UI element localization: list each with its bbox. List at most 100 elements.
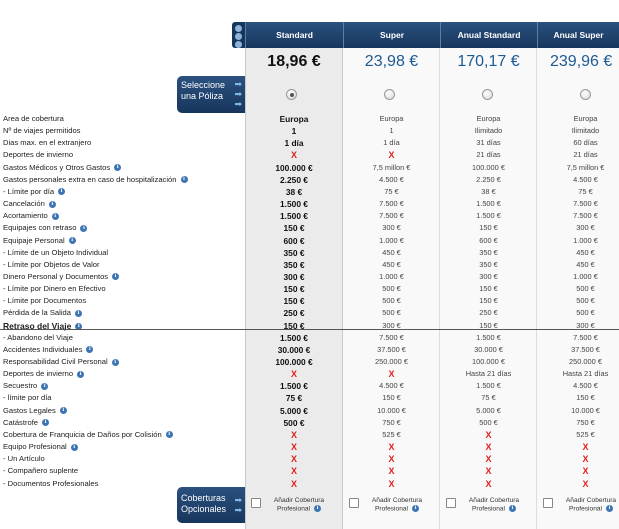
row-label: Deportes de invierno bbox=[3, 149, 73, 161]
optional-text: Profesional bbox=[277, 505, 310, 513]
info-icon[interactable]: i bbox=[41, 382, 49, 390]
info-icon[interactable]: i bbox=[42, 419, 50, 427]
info-icon[interactable]: i bbox=[412, 505, 419, 512]
tab-super[interactable]: Super bbox=[343, 22, 440, 48]
cell-super: 4.500 € bbox=[379, 174, 404, 184]
select-policy-button[interactable]: Seleccione una Póliza ➡ ➡ ➡ bbox=[177, 76, 245, 113]
cell-anual-super: 7.500 € bbox=[573, 211, 598, 221]
info-icon[interactable]: i bbox=[111, 358, 119, 366]
info-icon[interactable]: i bbox=[80, 224, 88, 232]
info-icon[interactable]: i bbox=[165, 431, 173, 439]
info-icon[interactable]: i bbox=[606, 505, 613, 512]
table-row: - Límite por Objetos de Valor 350 € 450 € 3… bbox=[0, 259, 619, 271]
cell-standard: 250 € bbox=[283, 308, 305, 319]
row-label-text: Deportes de invierno bbox=[3, 150, 74, 160]
optional-coverage-button[interactable]: Coberturas Opcionales ➡ ➡ bbox=[177, 487, 245, 523]
info-icon[interactable]: i bbox=[114, 164, 122, 172]
cell-super: 300 € bbox=[382, 320, 401, 330]
tab-anual-standard[interactable]: Anual Standard bbox=[440, 22, 537, 48]
info-icon[interactable]: i bbox=[58, 188, 66, 196]
cell-standard: 1.500 € bbox=[280, 199, 308, 210]
table-row: Deportes de invierno i X X Hasta 21 días Hast… bbox=[0, 368, 619, 380]
cell-standard: X bbox=[290, 466, 297, 477]
table-row: - límite por día 75 € 150 € 75 € 150 € bbox=[0, 392, 619, 404]
cell-anual-standard: 150 € bbox=[479, 223, 498, 233]
radio-standard[interactable] bbox=[286, 89, 297, 100]
table-row: - Documentos Profesionales X X X X bbox=[0, 478, 619, 490]
cell-standard: X bbox=[290, 369, 297, 380]
info-icon[interactable]: i bbox=[74, 309, 82, 317]
info-icon[interactable]: i bbox=[59, 407, 67, 415]
cell-super: Europa bbox=[379, 114, 404, 123]
cell-standard: 1 día bbox=[284, 138, 304, 149]
info-icon[interactable]: i bbox=[314, 505, 321, 512]
cell-anual-super: 75 € bbox=[578, 186, 593, 196]
dot-icon[interactable] bbox=[235, 41, 242, 48]
table-row: Gastos Legales i 5.000 € 10.000 € 5.000 € 10.… bbox=[0, 405, 619, 417]
optional-professional-standard: Añadir Cobertura Profesional i bbox=[245, 496, 343, 516]
radio-super[interactable] bbox=[384, 89, 395, 100]
table-row: Acortamiento i 1.500 € 7.500 € 1.500 € 7.500 … bbox=[0, 210, 619, 222]
row-label: Equipo Profesional i bbox=[3, 441, 78, 453]
cell-super: 7.500 € bbox=[379, 332, 404, 342]
info-icon[interactable]: i bbox=[112, 273, 120, 281]
row-label: - Un Artículo bbox=[3, 453, 45, 465]
cell-anual-super: 500 € bbox=[576, 296, 595, 306]
optional-text: Profesional bbox=[375, 505, 408, 513]
info-icon[interactable]: i bbox=[75, 322, 83, 330]
cell-anual-standard: 5.000 € bbox=[476, 405, 501, 415]
row-label-text: Acortamiento bbox=[3, 211, 48, 221]
row-label-text: - Límite por día bbox=[3, 186, 55, 196]
tab-anual-super[interactable]: Anual Super bbox=[537, 22, 619, 48]
radio-anual-super[interactable] bbox=[580, 89, 591, 100]
table-row: Gastos Médicos y Otros Gastos i 100.000 € 7… bbox=[0, 162, 619, 174]
info-icon[interactable]: i bbox=[48, 200, 56, 208]
info-icon[interactable]: i bbox=[509, 505, 516, 512]
checkbox[interactable] bbox=[349, 498, 359, 508]
tab-standard[interactable]: Standard bbox=[245, 22, 343, 48]
cell-anual-super: 150 € bbox=[576, 393, 595, 403]
row-label-text: Pérdida de la Salida bbox=[3, 308, 71, 318]
info-icon[interactable]: i bbox=[86, 346, 94, 354]
checkbox[interactable] bbox=[543, 498, 553, 508]
cell-super: 7.500 € bbox=[379, 199, 404, 209]
cell-standard: 350 € bbox=[283, 259, 305, 270]
info-icon[interactable]: i bbox=[180, 176, 188, 184]
table-row: Equipo Profesional i X X X X bbox=[0, 441, 619, 453]
checkbox[interactable] bbox=[446, 498, 456, 508]
row-label: - Abandono del Viaje bbox=[3, 332, 73, 344]
info-icon[interactable]: i bbox=[77, 370, 85, 378]
cell-standard: 1.500 € bbox=[280, 332, 308, 343]
radio-anual-standard[interactable] bbox=[482, 89, 493, 100]
cell-anual-super: 300 € bbox=[576, 320, 595, 330]
cell-super: X bbox=[388, 369, 395, 380]
cell-standard: 1.500 € bbox=[280, 381, 308, 392]
cell-anual-standard: 31 días bbox=[476, 138, 501, 148]
dot-icon[interactable] bbox=[235, 25, 242, 32]
carousel-control[interactable] bbox=[232, 22, 245, 48]
info-icon[interactable]: i bbox=[51, 212, 59, 220]
cell-anual-super: 500 € bbox=[576, 308, 595, 318]
cell-standard: 75 € bbox=[285, 393, 303, 404]
cell-standard: X bbox=[290, 150, 297, 161]
row-label-text: - Un Artículo bbox=[3, 454, 45, 464]
cell-anual-super: 60 días bbox=[573, 138, 598, 148]
cell-standard: 2.250 € bbox=[280, 174, 308, 185]
info-icon[interactable]: i bbox=[70, 443, 78, 451]
checkbox[interactable] bbox=[251, 498, 261, 508]
cell-anual-standard: Hasta 21 días bbox=[465, 369, 512, 379]
row-label: Accidentes Individuales i bbox=[3, 344, 94, 356]
cell-anual-super: 4.500 € bbox=[573, 381, 598, 391]
cell-super: 7.500 € bbox=[379, 211, 404, 221]
cell-super: X bbox=[388, 466, 395, 477]
cell-anual-standard: 38 € bbox=[481, 186, 496, 196]
dot-icon[interactable] bbox=[235, 33, 242, 40]
row-label-text: - Abandono del Viaje bbox=[3, 332, 73, 342]
cell-anual-standard: 350 € bbox=[479, 259, 498, 269]
info-icon[interactable]: i bbox=[68, 237, 76, 244]
table-row: Retraso del Viaje i 150 € 300 € 150 € 300 € bbox=[0, 320, 619, 332]
cell-super: 525 € bbox=[382, 429, 401, 439]
cell-anual-super: Hasta 21 días bbox=[562, 369, 609, 379]
cell-super: X bbox=[388, 454, 395, 465]
table-row: Dinero Personal y Documentos i 300 € 1.000 … bbox=[0, 271, 619, 283]
